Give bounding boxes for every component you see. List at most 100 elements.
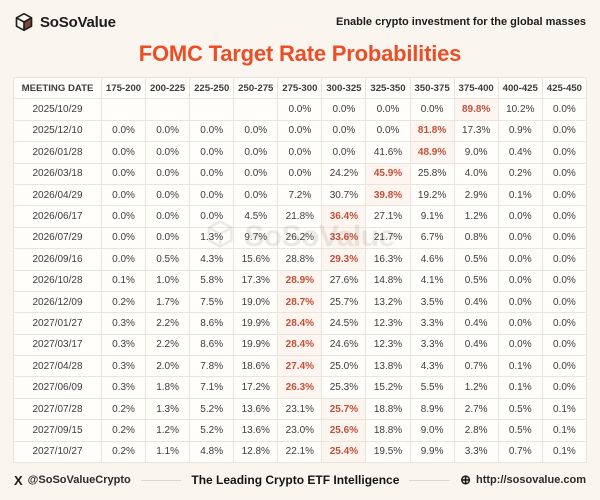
probability-cell: 2.2% xyxy=(145,312,191,335)
probability-cell: 24.6% xyxy=(321,333,367,357)
probability-cell: 0.0% xyxy=(541,226,588,250)
table-row: 2025/12/10 0.0% 0.0% 0.0% 0.0% 0.0% 0.0% 0.0% 81… xyxy=(13,119,588,143)
rate-range-header: 325-350 xyxy=(365,76,411,100)
probability-cell: 0.1% xyxy=(541,440,588,464)
probability-cell: 0.4% xyxy=(497,141,543,164)
probability-cell: 0.0% xyxy=(233,141,279,164)
probability-cell: 0.0% xyxy=(277,119,323,143)
probability-cell: 0.0% xyxy=(100,119,147,143)
probability-cell: 0.1% xyxy=(100,269,147,292)
probability-cell: 1.3% xyxy=(145,397,191,421)
probability-cell: 4.6% xyxy=(409,248,455,271)
cube-logo-icon xyxy=(14,12,34,32)
probability-cell: 12.8% xyxy=(233,440,279,464)
probability-cell: 1.0% xyxy=(145,269,191,292)
probability-cell: 30.7% xyxy=(321,183,367,207)
probability-cell: 5.8% xyxy=(189,269,235,292)
probability-cell: 0.2% xyxy=(100,290,147,314)
rate-range-header: 400-425 xyxy=(497,76,543,100)
meeting-date-cell: 2026/01/28 xyxy=(13,141,102,164)
page-title: FOMC Target Rate Probabilities xyxy=(138,41,462,66)
probability-cell: 0.0% xyxy=(233,162,279,185)
meeting-date-cell: 2026/12/09 xyxy=(13,290,102,314)
probability-cell: 0.0% xyxy=(100,183,147,207)
meeting-date-cell: 2026/04/29 xyxy=(13,183,102,207)
probability-cell: 0.0% xyxy=(233,183,279,207)
probability-cell: 6.7% xyxy=(409,226,455,250)
probability-cell: 9.9% xyxy=(409,440,455,464)
probability-cell: 10.2% xyxy=(497,98,543,121)
meeting-date-header: MEETING DATE xyxy=(13,76,102,100)
table-row: 2027/03/17 0.3% 2.2% 8.6% 19.9% 28.4% 24.6% 12.… xyxy=(13,333,588,357)
probability-cell: 0.0% xyxy=(541,312,588,335)
probability-cell: 13.2% xyxy=(365,290,411,314)
rate-range-header: 225-250 xyxy=(189,76,235,100)
page-header: SoSoValue Enable crypto investment for t… xyxy=(0,0,600,32)
probability-cell: 0.5% xyxy=(497,397,543,421)
probability-cell: 17.2% xyxy=(233,376,279,399)
probability-cell-highlight: 28.9% xyxy=(277,269,323,292)
page-footer: X @SoSoValueCrypto The Leading Crypto ET… xyxy=(14,472,586,488)
probability-cell: 0.0% xyxy=(189,162,235,185)
probability-cell: 0.0% xyxy=(497,205,543,228)
probability-cell: 2.9% xyxy=(453,183,499,207)
probability-cell: 28.8% xyxy=(277,248,323,271)
probability-cell: 0.0% xyxy=(145,119,191,143)
table-row: 2027/10/27 0.2% 1.1% 4.8% 12.8% 22.1% 25.4% 19.… xyxy=(13,440,588,464)
probability-cell: 12.3% xyxy=(365,333,411,357)
probability-cell: 8.9% xyxy=(409,397,455,421)
probability-cell-highlight: 39.8% xyxy=(365,183,411,207)
x-twitter-icon: X xyxy=(14,472,23,488)
probability-cell: 0.0% xyxy=(365,119,411,143)
probability-cell: 0.5% xyxy=(453,248,499,271)
probability-cell: 1.7% xyxy=(145,290,191,314)
probability-cell-highlight: 29.3% xyxy=(321,248,367,271)
probability-cell: 0.1% xyxy=(497,183,543,207)
probability-cell: 0.1% xyxy=(497,355,543,378)
probability-cell: 8.6% xyxy=(189,333,235,357)
probability-cell: 0.7% xyxy=(453,355,499,378)
probability-cell: 3.3% xyxy=(409,333,455,357)
rate-range-header: 250-275 xyxy=(233,76,279,100)
probability-cell: 0.0% xyxy=(541,98,588,121)
table-row: 2026/12/09 0.2% 1.7% 7.5% 19.0% 28.7% 25.7% 13.… xyxy=(13,290,588,314)
probability-cell: 24.5% xyxy=(321,312,367,335)
probability-cell-highlight: 81.8% xyxy=(409,119,455,143)
rate-range-header: 200-225 xyxy=(145,76,191,100)
table-row: 2027/09/15 0.2% 1.2% 5.2% 13.6% 23.0% 25.6% 18.… xyxy=(13,419,588,442)
probability-cell: 0.5% xyxy=(145,248,191,271)
probability-cell: 14.8% xyxy=(365,269,411,292)
probability-cell: 0.0% xyxy=(541,248,588,271)
probability-cell: 0.0% xyxy=(497,269,543,292)
probability-cell-highlight: 89.8% xyxy=(453,98,499,121)
probability-cell: 25.3% xyxy=(321,376,367,399)
probability-cell-highlight: 28.7% xyxy=(277,290,323,314)
probability-cell: 0.0% xyxy=(189,205,235,228)
probability-cell: 19.0% xyxy=(233,290,279,314)
probability-cell: 0.0% xyxy=(100,226,147,250)
meeting-date-cell: 2026/10/28 xyxy=(13,269,102,292)
probability-cell: 22.1% xyxy=(277,440,323,464)
probability-cell xyxy=(100,98,147,121)
probability-cell: 13.8% xyxy=(365,355,411,378)
probability-cell: 5.5% xyxy=(409,376,455,399)
probability-cell xyxy=(233,98,279,121)
probability-cell: 1.8% xyxy=(145,376,191,399)
website-link: ⊕ http://sosovalue.com xyxy=(460,472,586,488)
probability-cell: 0.0% xyxy=(365,98,411,121)
table-row: 2027/06/09 0.3% 1.8% 7.1% 17.2% 26.3% 25.3% 15.… xyxy=(13,376,588,399)
probability-cell: 3.5% xyxy=(409,290,455,314)
globe-icon: ⊕ xyxy=(460,472,471,488)
table-row: 2027/07/28 0.2% 1.3% 5.2% 13.6% 23.1% 25.7% 18.… xyxy=(13,397,588,421)
meeting-date-cell: 2027/07/28 xyxy=(13,397,102,421)
probability-cell: 13.6% xyxy=(233,397,279,421)
probability-cell: 27.1% xyxy=(365,205,411,228)
website-url: http://sosovalue.com xyxy=(475,474,587,487)
probability-cell: 2.2% xyxy=(145,333,191,357)
probability-cell: 0.0% xyxy=(189,119,235,143)
probability-cell-highlight: 27.4% xyxy=(277,355,323,378)
probability-cell: 0.3% xyxy=(100,333,147,357)
probability-cell: 0.0% xyxy=(409,98,455,121)
meeting-date-cell: 2027/04/28 xyxy=(13,355,102,378)
rate-range-header: 375-400 xyxy=(453,76,499,100)
